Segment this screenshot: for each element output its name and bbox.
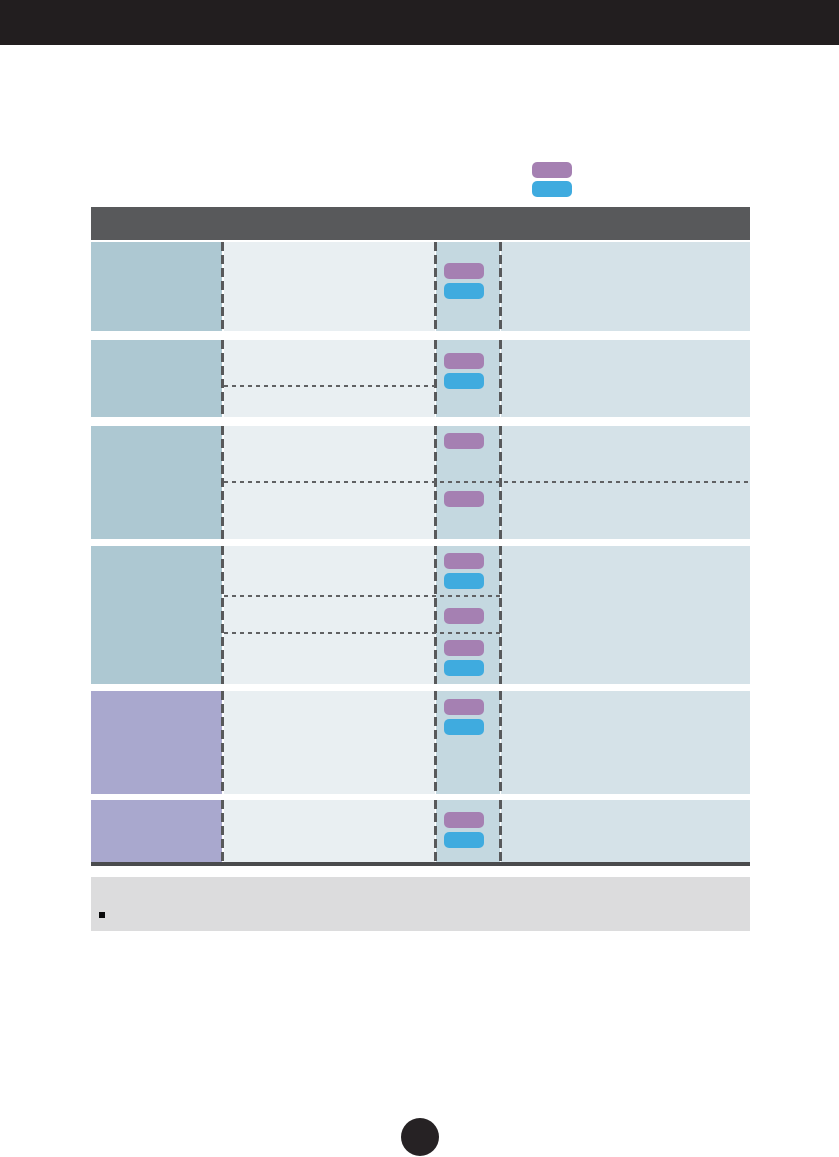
column-divider-icon <box>221 340 224 417</box>
table-row-2 <box>91 340 750 417</box>
table-row-3 <box>91 426 750 539</box>
row-label-cell <box>91 691 222 794</box>
row-label-cell <box>91 340 222 417</box>
section-divider-icon <box>224 481 750 483</box>
table-bottom-border <box>91 862 750 866</box>
row-badge-cell <box>436 800 500 862</box>
section-divider-icon <box>224 385 435 387</box>
column-divider-icon <box>434 242 437 331</box>
purple-badge-icon <box>444 640 484 656</box>
purple-badge-icon <box>532 162 572 178</box>
column-divider-icon <box>434 800 437 862</box>
table-header-bar <box>91 207 750 240</box>
blue-badge-icon <box>444 719 484 735</box>
row-detail-cell <box>501 340 750 417</box>
table-row-1 <box>91 242 750 331</box>
row-detail-cell <box>501 242 750 331</box>
row-label-cell <box>91 546 222 684</box>
column-divider-icon <box>221 691 224 794</box>
column-divider-icon <box>499 691 502 794</box>
row-label-cell <box>91 242 222 331</box>
column-divider-icon <box>221 800 224 862</box>
column-divider-icon <box>499 800 502 862</box>
blue-badge-icon <box>444 373 484 389</box>
table-row-4 <box>91 546 750 684</box>
row-detail-cell <box>501 800 750 862</box>
purple-badge-icon <box>444 433 484 449</box>
column-divider-icon <box>221 426 224 539</box>
row-detail-cell <box>501 546 750 684</box>
row-description-cell <box>224 546 435 684</box>
column-divider-icon <box>499 340 502 417</box>
column-divider-icon <box>499 546 502 684</box>
blue-badge-icon <box>444 660 484 676</box>
badge-stack <box>444 491 484 511</box>
badge-stack <box>444 263 484 303</box>
badge-stack <box>444 353 484 393</box>
note-bullet-icon <box>99 912 105 918</box>
badge-stack <box>444 553 484 593</box>
badge-stack <box>444 699 484 739</box>
column-divider-icon <box>221 546 224 684</box>
row-label-cell <box>91 800 222 862</box>
blue-badge-icon <box>444 283 484 299</box>
column-divider-icon <box>434 691 437 794</box>
purple-badge-icon <box>444 491 484 507</box>
column-divider-icon <box>434 546 437 684</box>
table-row-5 <box>91 691 750 794</box>
settings-table <box>91 207 750 866</box>
table-row-6 <box>91 800 750 862</box>
top-title-bar <box>0 0 839 45</box>
badge-stack <box>444 608 484 628</box>
badge-stack <box>444 640 484 680</box>
row-description-cell <box>224 691 435 794</box>
column-divider-icon <box>221 242 224 331</box>
page-number-marker <box>401 1118 439 1156</box>
badge-stack <box>444 812 484 852</box>
row-description-cell <box>224 800 435 862</box>
row-description-cell <box>224 242 435 331</box>
blue-badge-icon <box>532 181 572 197</box>
row-detail-cell <box>501 691 750 794</box>
row-description-cell <box>224 340 435 417</box>
blue-badge-icon <box>444 573 484 589</box>
note-box <box>91 877 750 931</box>
purple-badge-icon <box>444 353 484 369</box>
purple-badge-icon <box>444 699 484 715</box>
purple-badge-icon <box>444 812 484 828</box>
section-divider-icon <box>224 595 501 597</box>
column-divider-icon <box>434 340 437 417</box>
purple-badge-icon <box>444 608 484 624</box>
badge-stack <box>444 433 484 453</box>
section-divider-icon <box>224 632 501 634</box>
blue-badge-icon <box>444 832 484 848</box>
row-label-cell <box>91 426 222 539</box>
purple-badge-icon <box>444 263 484 279</box>
legend <box>532 162 572 200</box>
column-divider-icon <box>499 242 502 331</box>
purple-badge-icon <box>444 553 484 569</box>
legend-badges <box>532 162 572 197</box>
